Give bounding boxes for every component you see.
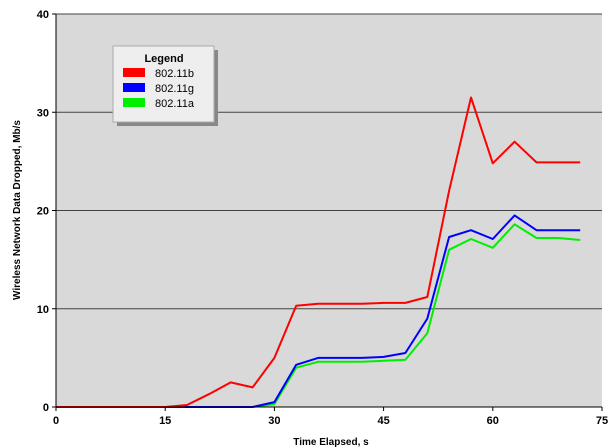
- y-tick-label-0: 0: [43, 402, 49, 414]
- y-tick-label-20: 20: [37, 206, 49, 218]
- legend-swatch-80211b: [123, 68, 145, 77]
- legend-swatch-80211a: [123, 98, 145, 107]
- y-axis-label: Wireless Network Data Dropped, Mb/s: [12, 120, 23, 300]
- x-tick-label-0: 0: [53, 415, 59, 427]
- x-axis-label: Time Elapsed, s: [293, 437, 369, 448]
- x-ticks: 0 15 30 45 60 75: [53, 407, 608, 427]
- legend-swatch-80211g: [123, 83, 145, 92]
- legend-label-80211a: 802.11a: [155, 98, 195, 110]
- x-tick-label-60: 60: [487, 415, 499, 427]
- legend-title: Legend: [144, 53, 183, 65]
- x-tick-label-30: 30: [268, 415, 280, 427]
- x-tick-label-75: 75: [596, 415, 608, 427]
- x-tick-label-45: 45: [377, 415, 389, 427]
- legend-items: 802.11b 802.11g 802.11a: [123, 68, 195, 110]
- legend-label-80211b: 802.11b: [155, 68, 194, 80]
- y-tick-label-40: 40: [37, 9, 49, 21]
- legend: Legend 802.11b 802.11g 802.11a: [112, 45, 218, 126]
- x-tick-label-15: 15: [159, 415, 171, 427]
- y-tick-label-10: 10: [37, 304, 49, 316]
- legend-label-80211g: 802.11g: [155, 83, 194, 95]
- y-tick-label-30: 30: [37, 107, 49, 119]
- y-ticks: 0 10 20 30 40: [37, 9, 56, 414]
